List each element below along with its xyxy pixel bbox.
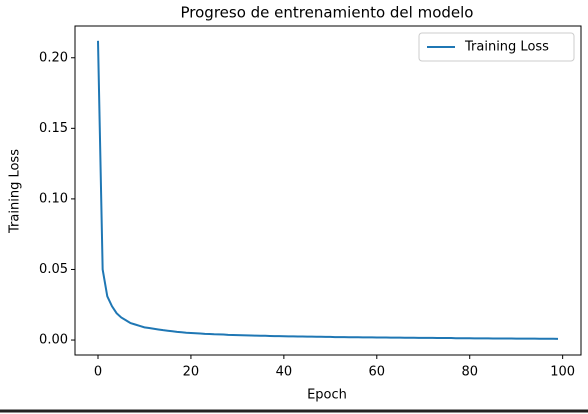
y-axis-label: Training Loss bbox=[8, 149, 23, 234]
x-tick-label: 100 bbox=[550, 365, 575, 380]
x-tick-label: 40 bbox=[276, 365, 293, 380]
y-tick-label: 0.05 bbox=[39, 262, 68, 277]
x-tick-label: 60 bbox=[369, 365, 386, 380]
y-tick-label: 0.00 bbox=[39, 333, 68, 348]
data-line bbox=[97, 40, 559, 340]
legend-label: Training Loss bbox=[464, 40, 549, 55]
x-tick-label: 20 bbox=[183, 365, 200, 380]
x-axis-label: Epoch bbox=[307, 388, 347, 403]
y-tick-label: 0.10 bbox=[39, 191, 68, 206]
y-tick-label: 0.20 bbox=[39, 50, 68, 65]
x-tick-label: 80 bbox=[461, 365, 478, 380]
chart-title: Progreso de entrenamiento del modelo bbox=[181, 4, 474, 22]
plot-frame bbox=[74, 25, 582, 356]
y-tick-label: 0.15 bbox=[39, 121, 68, 136]
legend-box bbox=[418, 32, 575, 62]
x-tick-label: 0 bbox=[94, 365, 102, 380]
